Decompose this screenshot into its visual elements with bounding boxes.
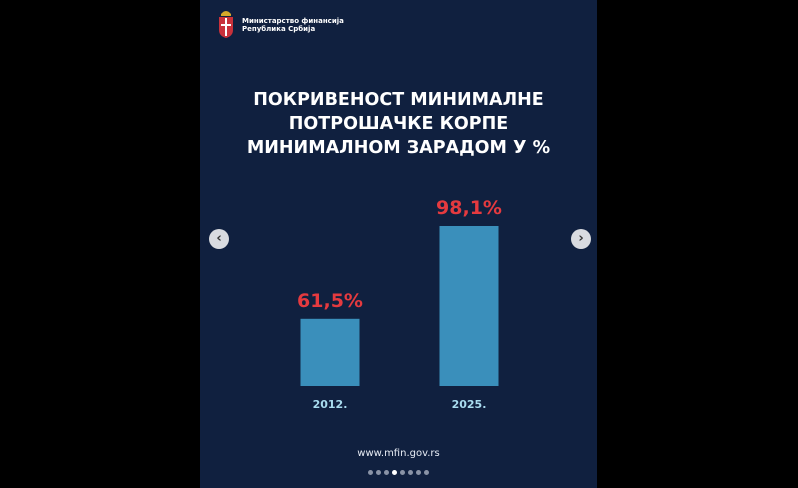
carousel-dot[interactable] (424, 470, 429, 475)
bar-2025 (439, 226, 499, 386)
carousel-dot[interactable] (408, 470, 413, 475)
value-label: 61,5% (297, 290, 363, 312)
carousel-dot[interactable] (376, 470, 381, 475)
bar-chart: 61,5% 2012. 98,1% 2025. (297, 197, 502, 411)
carousel-dot[interactable] (400, 470, 405, 475)
bar-2012 (300, 318, 360, 386)
carousel-dot[interactable] (416, 470, 421, 475)
previous-slide-button[interactable]: ‹ (209, 229, 229, 249)
chevron-left-icon: ‹ (216, 231, 222, 246)
next-slide-button[interactable]: › (571, 229, 591, 249)
chevron-right-icon: › (578, 231, 584, 246)
carousel-dot[interactable] (368, 470, 373, 475)
category-label: 2012. (313, 398, 348, 411)
org-name-line2: Република Србија (242, 25, 316, 33)
carousel-dot[interactable] (392, 470, 397, 475)
website-url: www.mfin.gov.rs (357, 448, 440, 459)
chart-title-line: МИНИМАЛНОМ ЗАРАДОМ У % (246, 138, 551, 158)
org-name-line1: Министарство финансија (242, 17, 344, 25)
chart-title-line: ПОТРОШАЧКЕ КОРПЕ (288, 114, 509, 134)
coat-of-arms-logo (219, 11, 233, 38)
chart-title: ПОКРИВЕНОСТ МИНИМАЛНЕ ПОТРОШАЧКЕ КОРПЕ М… (200, 88, 597, 160)
carousel-dot[interactable] (384, 470, 389, 475)
chart-title-line: ПОКРИВЕНОСТ МИНИМАЛНЕ (253, 90, 544, 110)
carousel-indicator (200, 470, 597, 475)
org-name: Министарство финансија Република Србија (242, 17, 344, 33)
value-label: 98,1% (436, 197, 502, 219)
post-slide: Министарство финансија Република Србија … (200, 0, 597, 488)
category-label: 2025. (452, 398, 487, 411)
